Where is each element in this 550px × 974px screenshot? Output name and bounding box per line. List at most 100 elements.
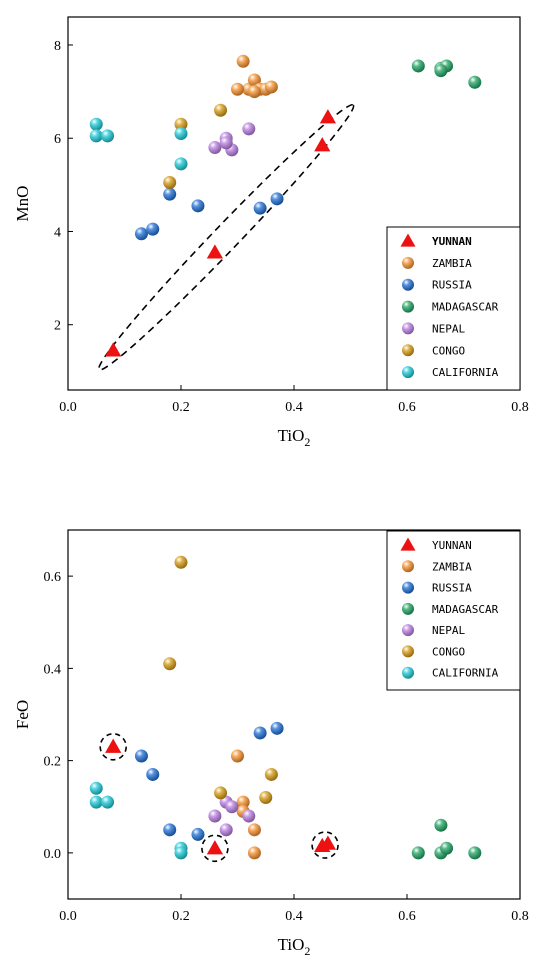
y-tick-label: 0.2 [44, 755, 62, 770]
x-tick-label: 0.0 [59, 400, 77, 415]
nepal-point [242, 809, 256, 823]
zambia-point [236, 795, 250, 809]
california-point [174, 846, 188, 860]
nepal-point [208, 141, 222, 155]
legend-label-nepal: NEPAL [432, 322, 465, 335]
legend-label-madagascar: MADAGASCAR [432, 301, 499, 314]
legend-label-russia: RUSSIA [432, 279, 472, 292]
legend-item-yunnan: YUNNAN [400, 537, 472, 552]
dashed-circle-annotation [311, 831, 339, 859]
y-axis-title: FeO [13, 700, 32, 729]
legend-marker-nepal [402, 322, 414, 335]
russia-point [191, 827, 205, 841]
russia-point [270, 721, 284, 735]
x-tick-label: 0.2 [172, 909, 190, 924]
congo-point [214, 786, 228, 800]
mno-vs-tio2-chart: 0.0 0.2 0.4 0.6 0.8 2 4 6 8 TiO2 MnO YUNNAN ZAMBIA RU… [13, 16, 529, 449]
y-axis-title: MnO [13, 186, 32, 222]
legend-item-madagascar: MADAGASCAR [402, 602, 499, 616]
yunnan-point [319, 835, 337, 850]
california-point [89, 129, 103, 143]
russia-point [134, 749, 148, 763]
series-congo [163, 555, 278, 805]
legend-marker-madagascar [402, 602, 414, 615]
legend-marker-yunnan [400, 233, 416, 247]
congo-point [174, 555, 188, 569]
legend-label-yunnan: YUNNAN [432, 539, 472, 552]
zambia-point [247, 73, 261, 87]
russia-point [163, 187, 177, 201]
congo-point [163, 176, 177, 190]
zambia-point [236, 54, 250, 68]
legend-marker-yunnan [400, 537, 416, 551]
dashed-ellipse-annotation [98, 103, 355, 371]
zambia-point [264, 80, 278, 94]
legend-item-zambia: ZAMBIA [402, 560, 472, 573]
legend-item-russia: RUSSIA [402, 581, 472, 595]
series-california [89, 781, 188, 860]
y-tick-label: 2 [54, 319, 61, 334]
series-nepal [208, 795, 256, 837]
california-point [101, 129, 115, 143]
legend-label-california: CALIFORNIA [432, 667, 499, 680]
legend-marker-nepal [402, 624, 414, 637]
legend-label-zambia: ZAMBIA [432, 560, 472, 573]
congo-point [163, 657, 177, 671]
legend-label-nepal: NEPAL [432, 624, 465, 637]
zambia-point [247, 85, 261, 99]
y-tick-label: 0.4 [44, 662, 62, 677]
legend-marker-california [402, 666, 414, 679]
nepal-point [225, 800, 239, 814]
series-madagascar [411, 59, 482, 89]
russia-point [134, 227, 148, 241]
x-tick-label: 0.4 [285, 400, 303, 415]
x-axis-title-subscript: 2 [304, 944, 310, 958]
legend-item-madagascar: MADAGASCAR [402, 300, 499, 314]
legend-label-zambia: ZAMBIA [432, 257, 472, 270]
russia-point [163, 823, 177, 837]
series-california [89, 117, 188, 171]
russia-point [253, 726, 267, 740]
y-tick-label: 0.6 [44, 570, 62, 585]
zambia-point [247, 846, 261, 860]
x-tick-label: 0.6 [398, 909, 416, 924]
congo-point [214, 103, 228, 117]
yunnan-point [105, 342, 122, 357]
yunnan-point [319, 109, 337, 124]
x-tick-label: 0.8 [511, 400, 529, 415]
russia-point [270, 192, 284, 206]
legend-item-california: CALIFORNIA [402, 666, 499, 680]
yunnan-point [206, 840, 224, 855]
russia-point [253, 201, 267, 215]
congo-point [264, 767, 278, 781]
feo-vs-tio2-chart: 0.0 0.2 0.4 0.6 0.8 0.0 0.2 0.4 0.6 TiO2 FeO YUNNAN… [13, 529, 529, 958]
y-tick-label: 6 [54, 132, 61, 147]
series-nepal [208, 122, 256, 157]
y-tick-label: 0.0 [44, 847, 62, 862]
x-axis-title-subscript: 2 [304, 435, 310, 449]
y-tick-label: 8 [54, 39, 61, 54]
california-point [174, 127, 188, 141]
nepal-point [208, 809, 222, 823]
y-tick-label: 4 [54, 225, 61, 240]
legend-marker-zambia [402, 256, 414, 269]
madagascar-point [468, 846, 482, 860]
legend-label-congo: CONGO [432, 645, 465, 658]
x-tick-label: 0.4 [285, 909, 303, 924]
x-tick-label: 0.2 [172, 400, 190, 415]
nepal-point [219, 136, 233, 150]
legend-item-zambia: ZAMBIA [402, 256, 472, 270]
legend-marker-zambia [402, 560, 414, 573]
zambia-point [231, 82, 244, 96]
madagascar-point [411, 846, 425, 860]
series-congo [163, 103, 228, 190]
legend-item-nepal: NEPAL [402, 322, 465, 335]
yunnan-point [206, 244, 224, 259]
series-madagascar [411, 818, 482, 860]
legend: YUNNAN ZAMBIA RUSSIA MADAGASCAR NEPAL CONGO CA… [386, 226, 521, 391]
california-point [89, 781, 103, 795]
legend-item-california: CALIFORNIA [402, 366, 499, 379]
legend-marker-madagascar [402, 300, 414, 313]
russia-point [146, 222, 160, 236]
nepal-point [242, 122, 256, 136]
